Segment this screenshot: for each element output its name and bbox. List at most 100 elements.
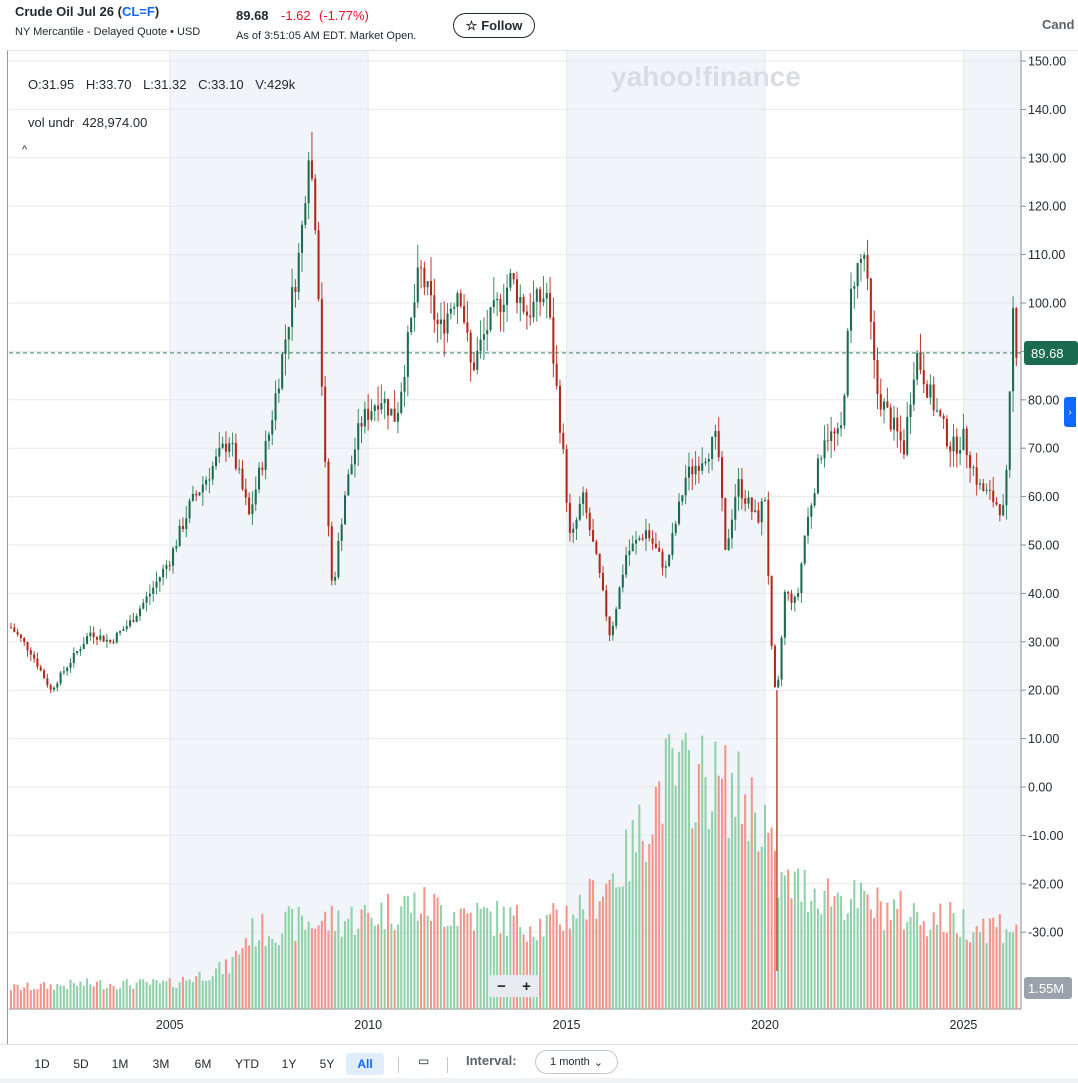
candle-body <box>889 407 892 430</box>
chart-type-selector[interactable]: Cand <box>1042 17 1075 32</box>
candle-body <box>165 565 168 569</box>
candle-body <box>721 457 724 499</box>
candle-body <box>185 518 188 530</box>
zoom-in-button[interactable]: + <box>522 977 531 995</box>
chevron-down-icon: ⌄ <box>593 1056 603 1069</box>
range-5d[interactable]: 5D <box>73 1057 89 1071</box>
candle-body <box>648 530 651 539</box>
volume-bar <box>681 740 684 1009</box>
volume-bar <box>347 918 350 1009</box>
volume-bar <box>512 915 515 1009</box>
volume-bar <box>883 930 886 1009</box>
candle-body <box>436 319 439 325</box>
y-tick-label: 80.00 <box>1028 393 1059 407</box>
follow-button[interactable]: ☆ Follow <box>453 13 535 38</box>
interval-select[interactable]: 1 month ⌄ <box>535 1050 618 1074</box>
x-tick-label: 2010 <box>354 1018 382 1032</box>
volume-bar <box>172 986 175 1009</box>
range-all[interactable]: All <box>346 1053 384 1075</box>
volume-bar <box>916 912 919 1009</box>
candle-body <box>337 540 340 577</box>
candle-body <box>105 639 108 642</box>
volume-bar <box>360 909 363 1009</box>
volume-bar <box>257 940 261 1009</box>
candle-body <box>601 573 604 591</box>
range-1d[interactable]: 1D <box>34 1057 50 1071</box>
candle-body <box>549 293 552 318</box>
candle-body <box>271 420 274 435</box>
candle-body <box>912 379 915 405</box>
volume-bar <box>959 937 962 1009</box>
candle-body <box>135 616 138 622</box>
candle-body <box>605 590 608 617</box>
candle-body <box>416 267 419 303</box>
volume-bar <box>241 947 244 1009</box>
volume-bar <box>539 918 542 1009</box>
expand-panel-icon[interactable]: › <box>1064 397 1076 427</box>
candle-body <box>76 651 79 653</box>
candle-body <box>307 160 310 204</box>
y-tick-label: -30.00 <box>1028 926 1063 940</box>
candle-body <box>681 495 684 502</box>
volume-bar <box>945 932 948 1009</box>
range-3m[interactable]: 3M <box>152 1057 170 1071</box>
candle-body <box>367 409 370 420</box>
candle-body <box>119 630 122 633</box>
volume-bar <box>426 915 429 1009</box>
candle-body <box>972 467 975 469</box>
candle-body <box>754 510 757 512</box>
volume-bar <box>1005 929 1008 1009</box>
volume-bar <box>886 902 889 1009</box>
collapse-caret-icon[interactable]: ^ <box>22 144 28 156</box>
y-tick-label: 70.00 <box>1028 442 1059 456</box>
volume-bar <box>489 911 492 1009</box>
candle-body <box>896 417 899 432</box>
candle-body <box>162 568 165 578</box>
volume-bar <box>496 900 499 1009</box>
volume-bar <box>456 925 459 1009</box>
candle-body <box>978 483 982 485</box>
shaded-period <box>963 51 1021 1009</box>
price-chart[interactable]: yahoo!finance 150.00 140.00 130.00 120.00 110… <box>8 51 1078 1045</box>
volume-bar <box>86 978 89 1009</box>
quote-timestamp: As of 3:51:05 AM EDT. Market Open. <box>236 30 417 42</box>
volume-bar <box>472 930 476 1009</box>
range-6m[interactable]: 6M <box>194 1057 212 1071</box>
candle-body <box>122 629 125 631</box>
candle-body <box>525 311 528 316</box>
range-1m[interactable]: 1M <box>111 1057 129 1071</box>
candle-body <box>191 493 194 501</box>
volume-bar <box>165 981 168 1009</box>
candle-body <box>383 398 386 404</box>
volume-bar <box>39 983 42 1009</box>
volume-bar <box>390 923 393 1009</box>
volume-bar <box>410 912 413 1009</box>
range-1y[interactable]: 1Y <box>281 1057 297 1071</box>
volume-bar <box>740 824 743 1009</box>
zoom-out-button[interactable]: − <box>497 977 506 995</box>
chart-area[interactable]: yahoo!finance 150.00 140.00 130.00 120.00 110… <box>7 50 1078 1044</box>
volume-bar <box>892 899 896 1009</box>
candle-body <box>314 178 317 231</box>
candle-body <box>992 490 995 503</box>
volume-bar <box>119 988 122 1009</box>
candle-body <box>320 298 323 387</box>
y-tick-label: 110.00 <box>1028 248 1065 262</box>
candle-body <box>72 652 75 663</box>
range-ytd[interactable]: YTD <box>235 1057 259 1071</box>
y-tick-label: 140.00 <box>1028 103 1066 117</box>
volume-indicator[interactable]: vol undr 428,974.00 <box>28 115 155 130</box>
ticker-link[interactable]: CL=F <box>121 4 155 19</box>
volume-bar <box>558 924 562 1009</box>
candle-body <box>386 398 390 416</box>
candle-body <box>129 620 132 627</box>
candle-body <box>767 500 770 577</box>
candle-body <box>334 576 337 581</box>
candle-body <box>33 654 36 659</box>
volume-bar <box>509 907 512 1009</box>
range-5y[interactable]: 5Y <box>319 1057 335 1071</box>
volume-bar <box>334 931 337 1009</box>
candle-body <box>750 497 753 512</box>
candle-body <box>879 393 882 410</box>
calendar-icon[interactable]: ▭ <box>418 1054 430 1068</box>
